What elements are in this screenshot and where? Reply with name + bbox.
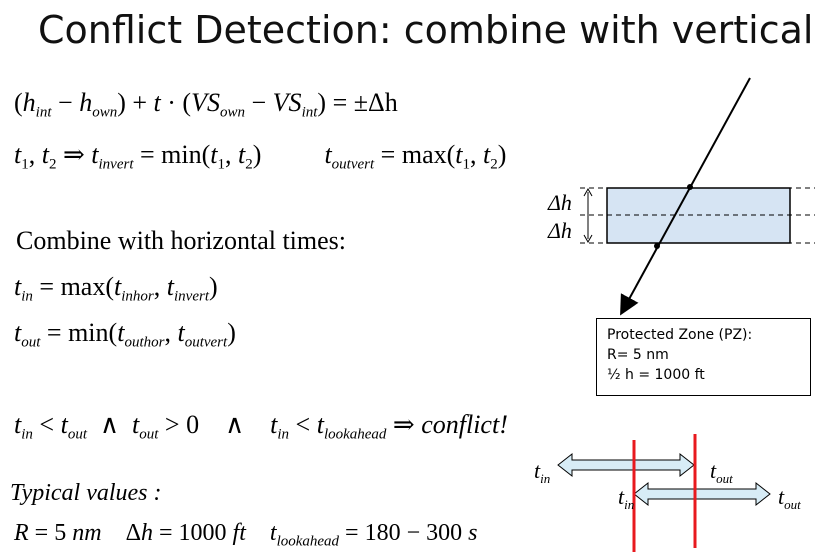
typical-values-heading: Typical values : (10, 480, 162, 506)
equation-vertical-times: t1, t2 ⇒ tinvert = min(t1, t2) toutvert … (14, 140, 507, 173)
entry-point (687, 184, 693, 190)
combine-heading: Combine with horizontal times: (16, 226, 347, 255)
label-t-out-lower: tout (778, 484, 801, 513)
pz-half-height: ½ h = 1000 ft (607, 367, 705, 383)
equation-t-in: tin = max(tinhor, tinvert) (14, 272, 218, 305)
slide-title: Conflict Detection: combine with vertica… (38, 8, 814, 52)
conflict-condition: tin < tout ∧ tout > 0 ∧ tin < tlookahead… (14, 410, 508, 443)
equation-vertical-crossing: (hint − hown) + t · (VSown − VSint) = ±Δ… (14, 88, 398, 121)
protected-zone-box: Protected Zone (PZ): R= 5 nm ½ h = 1000 … (596, 318, 811, 396)
pz-radius: R= 5 nm (607, 347, 669, 363)
pz-title: Protected Zone (PZ): (607, 327, 753, 343)
equation-t-out: tout = min(touthor, toutvert) (14, 318, 236, 351)
label-t-in-upper: tin (534, 458, 551, 487)
typical-values: R = 5 nm Δh = 1000 ft tlookahead = 180 −… (14, 520, 478, 550)
exit-point (654, 243, 660, 249)
label-t-out-upper: tout (710, 458, 733, 487)
delta-h-label-upper: Δh (548, 190, 572, 215)
trajectory-arrow (620, 77, 751, 316)
delta-h-label-lower: Δh (548, 218, 572, 243)
label-t-in-lower: tin (618, 484, 635, 513)
horizontal-interval-arrow (557, 452, 695, 478)
vertical-interval-arrow (633, 481, 771, 507)
